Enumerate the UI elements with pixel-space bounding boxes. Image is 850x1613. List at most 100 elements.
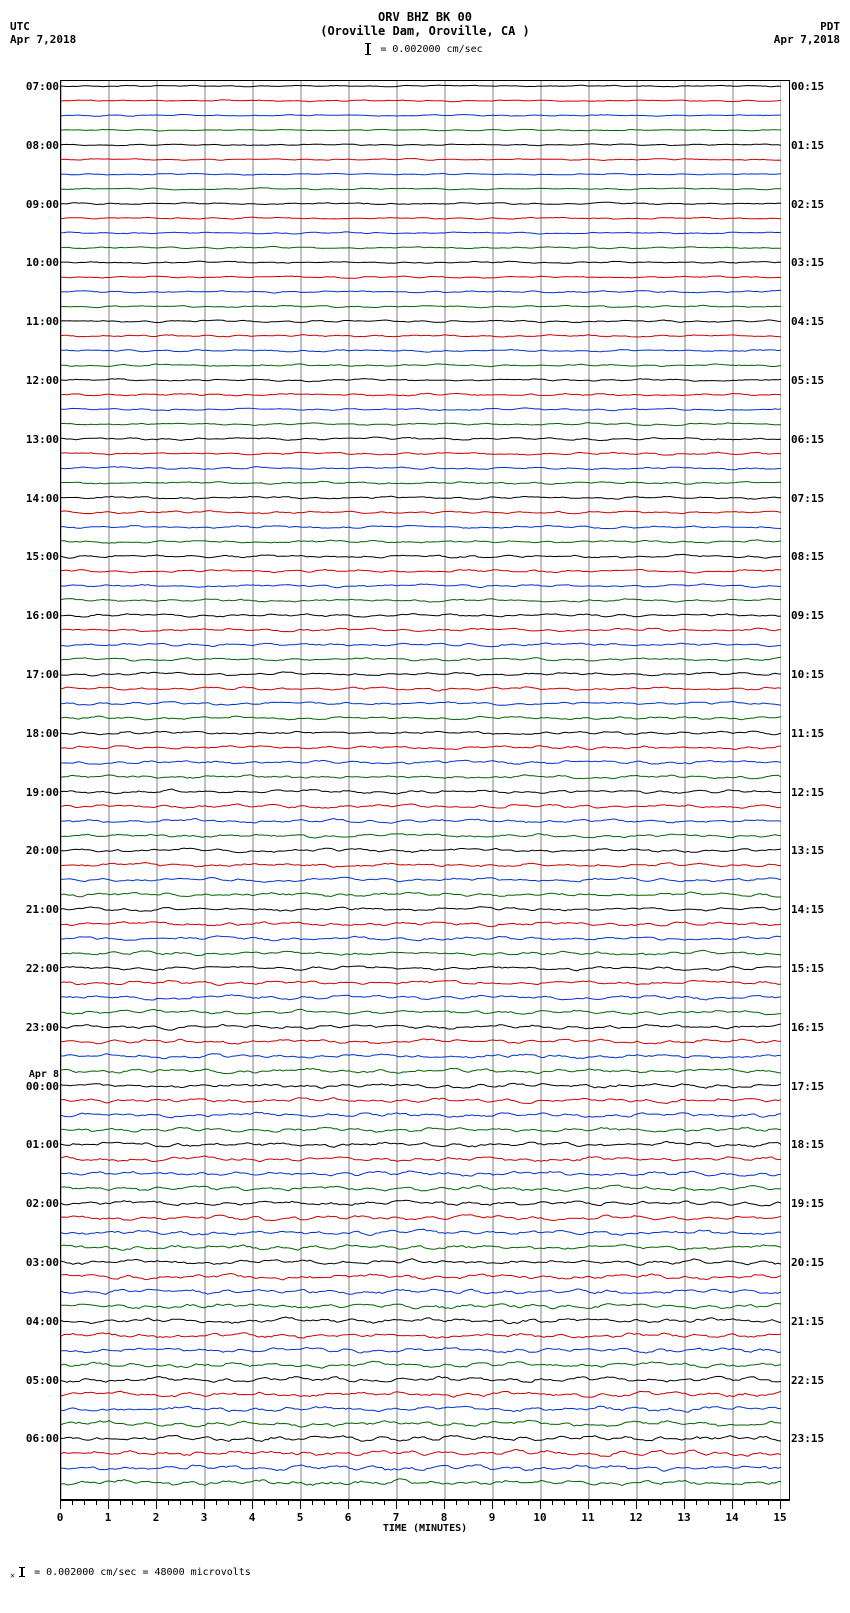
left-hour-label: 02:00: [11, 1198, 59, 1209]
footer-sub-icon: ✕: [10, 1570, 15, 1580]
x-minor-tick: [516, 1501, 517, 1505]
left-hour-label: 11:00: [11, 316, 59, 327]
tz-right-block: PDT Apr 7,2018: [774, 20, 840, 46]
trace-line: [61, 335, 781, 337]
x-minor-tick: [432, 1501, 433, 1505]
x-minor-tick: [144, 1501, 145, 1505]
trace-line: [61, 129, 781, 131]
right-hour-label: 15:15: [791, 963, 839, 974]
x-major-tick: [348, 1501, 349, 1509]
right-hour-label: 00:15: [791, 81, 839, 92]
trace-line: [61, 804, 781, 808]
x-tick-label: 1: [105, 1511, 112, 1524]
x-tick-label: 3: [201, 1511, 208, 1524]
trace-line: [61, 1274, 781, 1280]
left-hour-label: 09:00: [11, 199, 59, 210]
x-major-tick: [108, 1501, 109, 1509]
trace-line: [61, 1039, 781, 1044]
trace-line: [61, 320, 781, 323]
trace-line: [61, 100, 781, 102]
left-hour-label: 21:00: [11, 904, 59, 915]
x-minor-tick: [168, 1501, 169, 1505]
right-hour-label: 07:15: [791, 493, 839, 504]
trace-line: [61, 1333, 781, 1338]
trace-line: [61, 1054, 781, 1059]
right-hour-label: 04:15: [791, 316, 839, 327]
trace-line: [61, 834, 781, 838]
trace-line: [61, 995, 781, 1000]
trace-line: [61, 643, 781, 647]
seismogram-svg: [61, 81, 781, 1499]
x-minor-tick: [756, 1501, 757, 1505]
trace-line: [61, 848, 781, 853]
trace-line: [61, 569, 781, 573]
trace-line: [61, 1245, 781, 1251]
x-minor-tick: [216, 1501, 217, 1505]
trace-line: [61, 554, 781, 558]
trace-line: [61, 1289, 781, 1294]
trace-line: [61, 1406, 781, 1412]
date-right-label: Apr 7,2018: [774, 33, 840, 46]
x-minor-tick: [600, 1501, 601, 1505]
trace-line: [61, 877, 781, 882]
trace-line: [61, 379, 781, 382]
trace-line: [61, 1229, 781, 1235]
trace-line: [61, 760, 781, 764]
x-major-tick: [60, 1501, 61, 1509]
right-hour-label: 01:15: [791, 140, 839, 151]
x-minor-tick: [624, 1501, 625, 1505]
trace-line: [61, 115, 781, 117]
left-hour-label: 15:00: [11, 551, 59, 562]
trace-line: [61, 85, 781, 87]
trace-line: [61, 584, 781, 588]
date-left-label: Apr 7,2018: [10, 33, 76, 46]
scale-bar-icon: [367, 43, 370, 55]
x-major-tick: [732, 1501, 733, 1509]
x-tick-label: 2: [153, 1511, 160, 1524]
x-minor-tick: [96, 1501, 97, 1505]
x-minor-tick: [372, 1501, 373, 1505]
x-minor-tick: [384, 1501, 385, 1505]
x-minor-tick: [276, 1501, 277, 1505]
x-minor-tick: [768, 1501, 769, 1505]
left-day-break-label: Apr 8: [11, 1070, 59, 1080]
tz-left-block: UTC Apr 7,2018: [10, 20, 76, 46]
trace-line: [61, 892, 781, 897]
trace-line: [61, 305, 781, 307]
trace-line: [61, 1185, 781, 1191]
tz-right-label: PDT: [774, 20, 840, 33]
x-minor-tick: [708, 1501, 709, 1505]
x-tick-label: 6: [345, 1511, 352, 1524]
trace-line: [61, 202, 781, 204]
trace-line: [61, 1376, 781, 1382]
trace-line: [61, 144, 781, 146]
trace-line: [61, 789, 781, 794]
x-tick-label: 9: [489, 1511, 496, 1524]
trace-line: [61, 481, 781, 484]
left-hour-label: 03:00: [11, 1257, 59, 1268]
left-hour-label: 18:00: [11, 728, 59, 739]
trace-line: [61, 261, 781, 263]
x-tick-label: 11: [581, 1511, 594, 1524]
x-minor-tick: [84, 1501, 85, 1505]
trace-line: [61, 1259, 781, 1266]
trace-line: [61, 511, 781, 514]
x-tick-label: 0: [57, 1511, 64, 1524]
x-tick-label: 13: [677, 1511, 690, 1524]
x-tick-label: 10: [533, 1511, 546, 1524]
x-major-tick: [588, 1501, 589, 1509]
left-hour-label: 08:00: [11, 140, 59, 151]
trace-line: [61, 966, 781, 971]
left-hour-label: 01:00: [11, 1139, 59, 1150]
left-hour-label: 06:00: [11, 1433, 59, 1444]
trace-line: [61, 687, 781, 691]
left-hour-label: 12:00: [11, 375, 59, 386]
left-hour-label: 14:00: [11, 493, 59, 504]
x-minor-tick: [120, 1501, 121, 1505]
trace-line: [61, 526, 781, 529]
right-hour-label: 20:15: [791, 1257, 839, 1268]
trace-line: [61, 1098, 781, 1104]
tz-left-label: UTC: [10, 20, 76, 33]
x-major-tick: [780, 1501, 781, 1509]
right-hour-label: 03:15: [791, 257, 839, 268]
